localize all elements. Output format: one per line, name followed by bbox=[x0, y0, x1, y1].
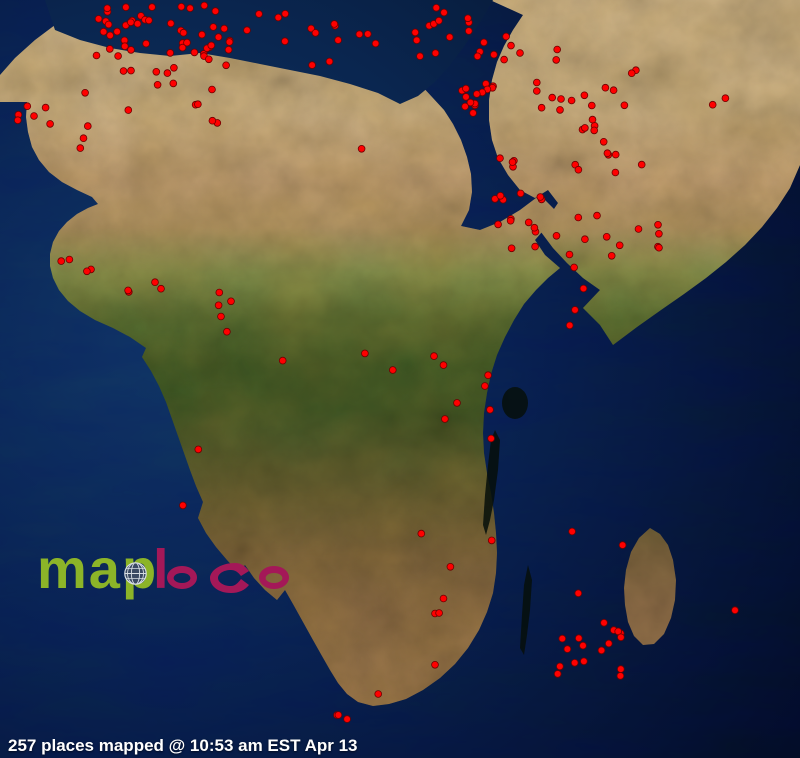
svg-text:l: l bbox=[153, 548, 169, 600]
